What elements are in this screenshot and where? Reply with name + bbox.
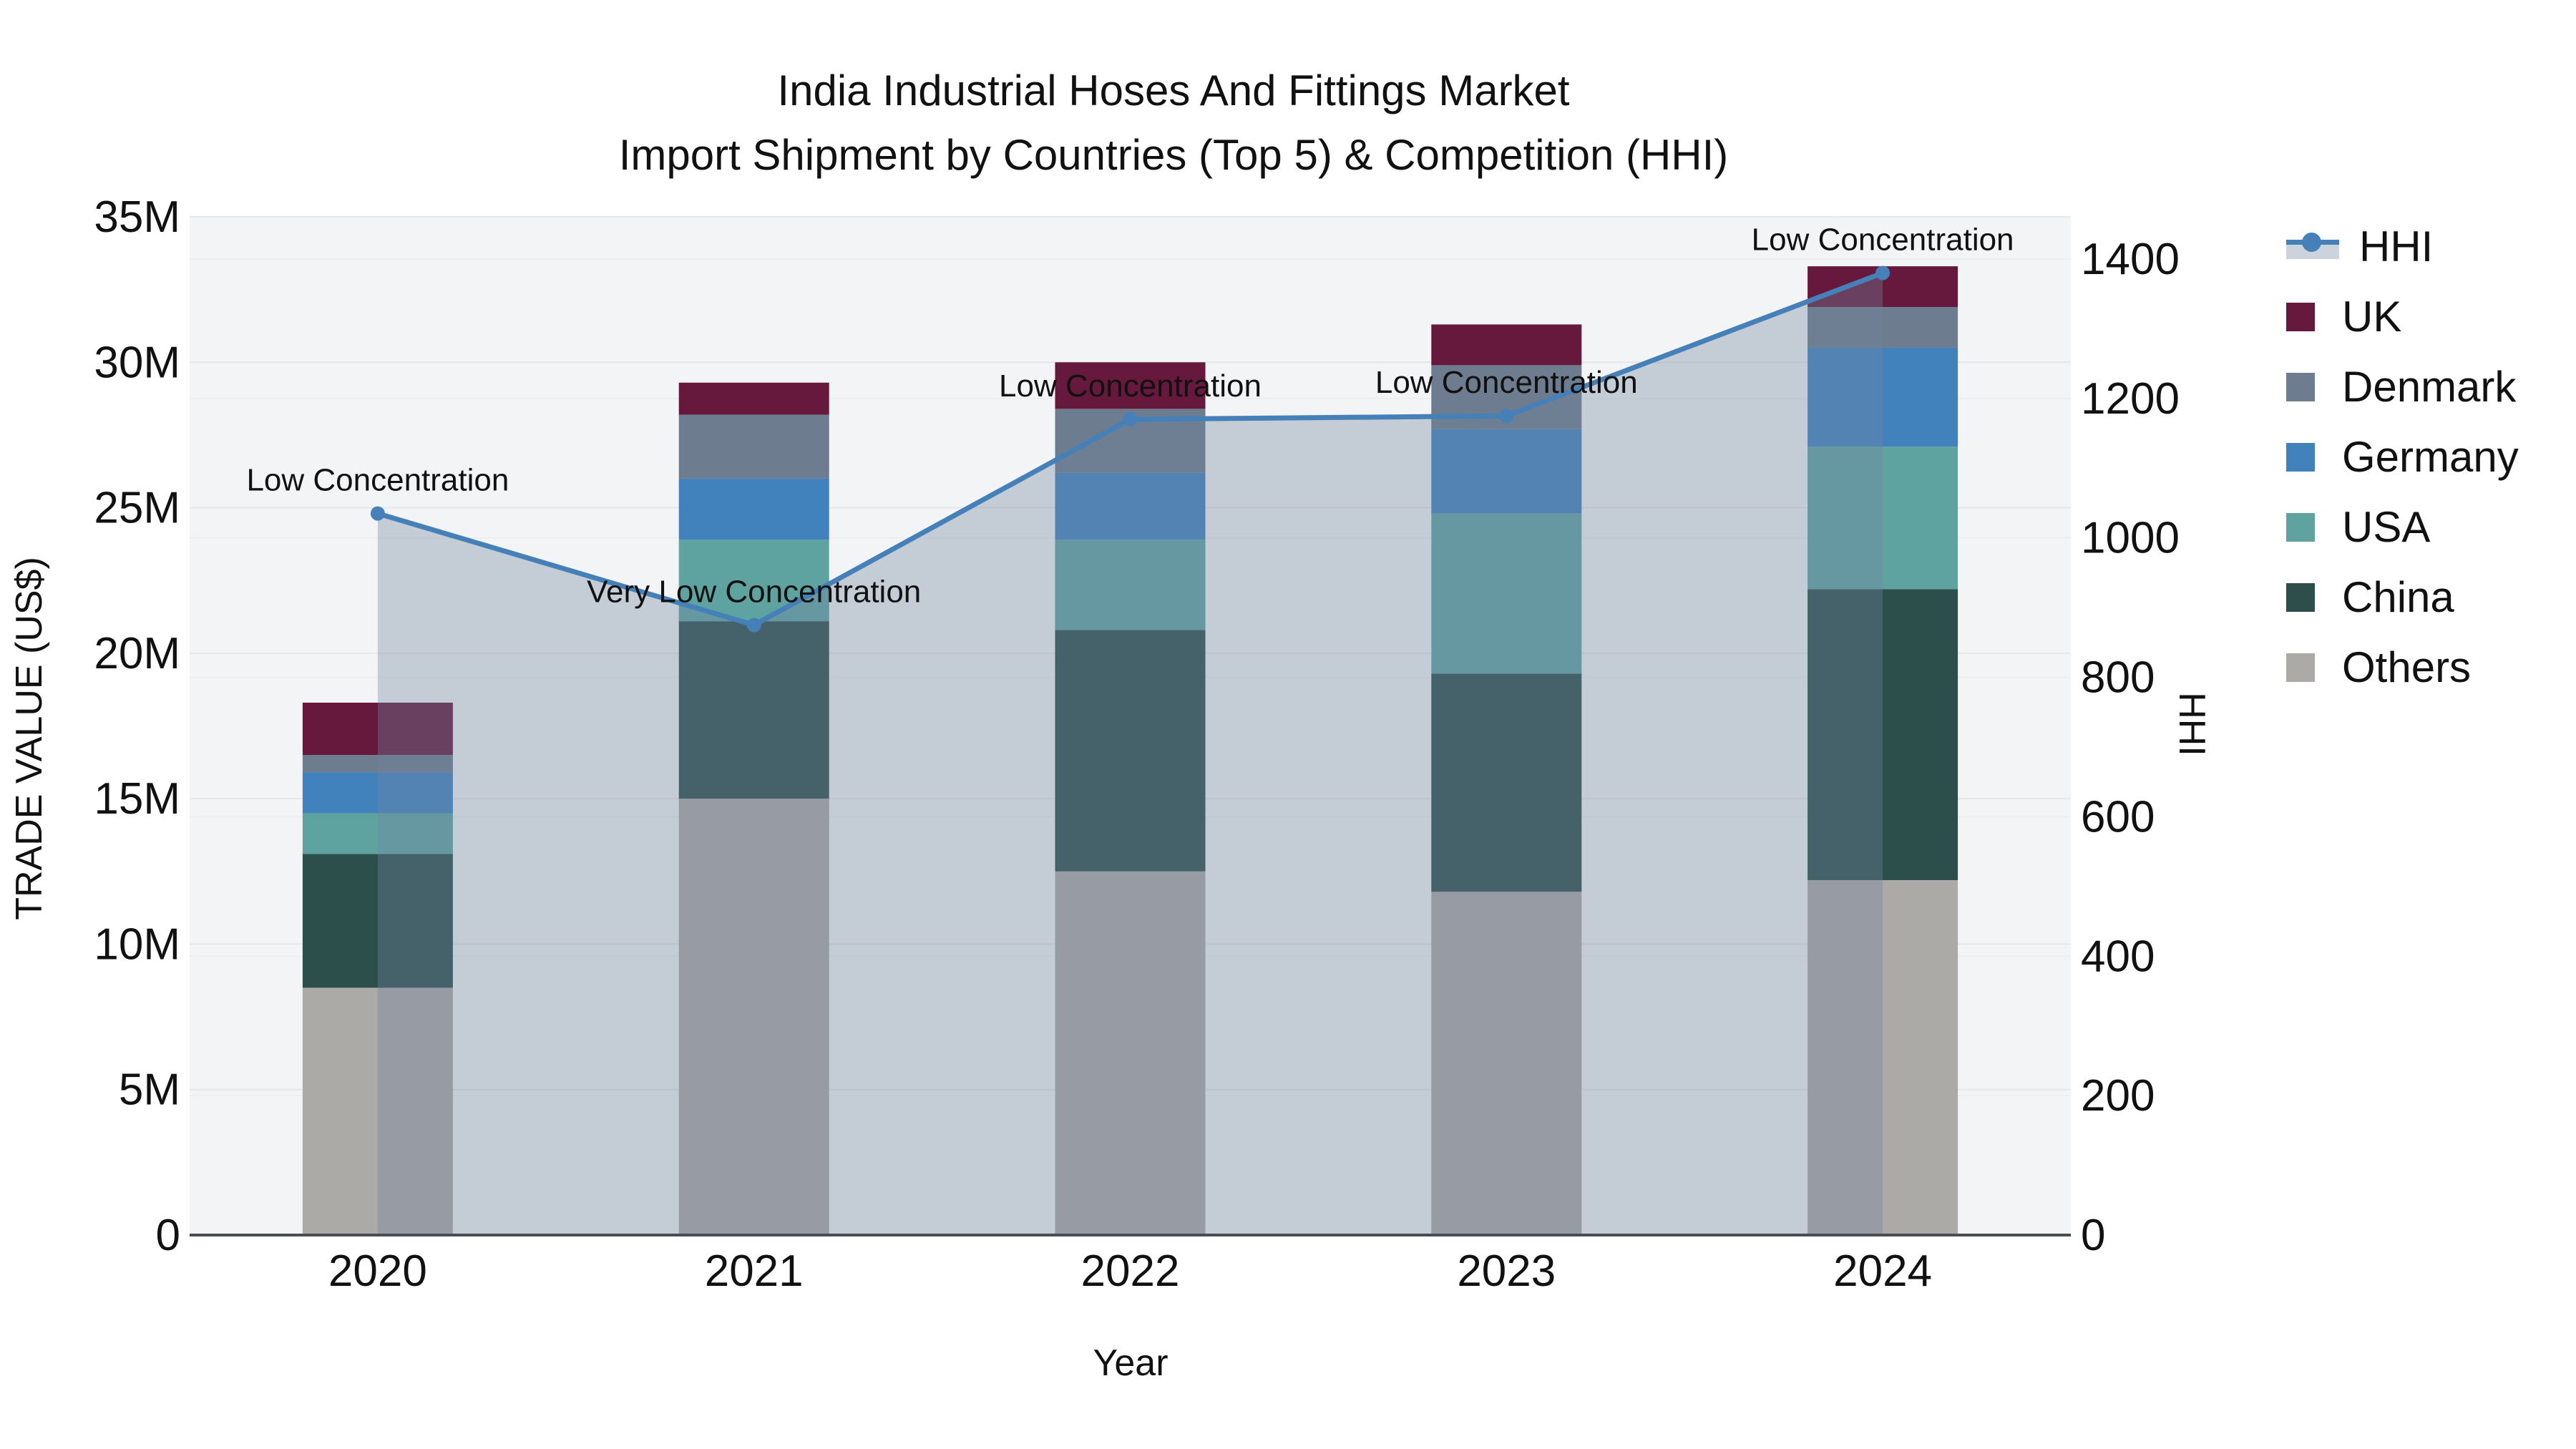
bar-segment-uk-2021[interactable]	[678, 382, 829, 415]
legend-item-usa[interactable]: USA	[2286, 492, 2519, 562]
legend-label-others: Others	[2342, 643, 2472, 691]
bar-segment-uk-2022[interactable]	[1055, 362, 1206, 409]
bar-segment-others-2022[interactable]	[1055, 871, 1206, 1235]
hhi-marker-2024[interactable]	[1875, 265, 1890, 280]
hhi-marker-2023[interactable]	[1499, 409, 1514, 424]
y-tick-label: 0	[156, 1211, 180, 1260]
legend-label-hhi: HHI	[2359, 223, 2434, 270]
bar-segment-usa-2024[interactable]	[1807, 447, 1958, 590]
annotation-2022: Low Concentration	[999, 369, 1262, 404]
legend-label-uk: UK	[2342, 293, 2402, 341]
bar-segment-denmark-2024[interactable]	[1807, 307, 1958, 348]
bar-segment-germany-2021[interactable]	[678, 478, 829, 540]
hhi-marker-2020[interactable]	[370, 506, 385, 521]
legend-label-germany: Germany	[2342, 433, 2519, 481]
bar-segment-others-2024[interactable]	[1807, 879, 1958, 1235]
legend: HHI UK Denmark Germany USA China Others	[2286, 212, 2519, 703]
y2-axis-title: HHI	[2171, 692, 2212, 756]
legend-item-others[interactable]: Others	[2286, 633, 2519, 703]
legend-swatch-germany	[2286, 443, 2315, 472]
bar-segment-china-2023[interactable]	[1431, 673, 1582, 892]
bar-segment-usa-2020[interactable]	[302, 813, 453, 854]
bar-segment-china-2020[interactable]	[302, 854, 453, 988]
bar-segment-denmark-2020[interactable]	[302, 755, 453, 773]
x-tick-label-2022: 2022	[1081, 1246, 1180, 1296]
annotation-2023: Low Concentration	[1375, 365, 1638, 400]
annotation-2021: Very Low Concentration	[587, 575, 921, 610]
legend-item-hhi[interactable]: HHI	[2286, 212, 2519, 282]
bar-segment-uk-2020[interactable]	[302, 702, 453, 756]
y-tick-label: 30M	[94, 338, 180, 387]
x-tick-label-2023: 2023	[1457, 1246, 1556, 1296]
y2-tick-label: 1200	[2081, 374, 2180, 424]
bar-segment-germany-2024[interactable]	[1807, 347, 1958, 447]
legend-item-uk[interactable]: UK	[2286, 282, 2519, 352]
legend-item-denmark[interactable]: Denmark	[2286, 352, 2519, 422]
legend-label-usa: USA	[2342, 503, 2431, 551]
bar-segment-usa-2023[interactable]	[1431, 513, 1582, 674]
x-axis-title: Year	[1093, 1342, 1168, 1384]
hhi-area	[377, 273, 1883, 1235]
legend-swatch-others	[2286, 653, 2315, 682]
x-tick-label-2020: 2020	[328, 1246, 427, 1296]
legend-label-denmark: Denmark	[2342, 363, 2517, 411]
bar-segment-others-2020[interactable]	[302, 987, 453, 1235]
bar-segment-china-2021[interactable]	[678, 621, 829, 799]
y2-tick-label: 400	[2081, 932, 2155, 981]
chart-title-line2: Import Shipment by Countries (Top 5) & C…	[619, 131, 1729, 179]
y-axis-title: TRADE VALUE (US$)	[9, 557, 50, 920]
bar-segment-usa-2022[interactable]	[1055, 540, 1206, 630]
y-tick-label: 5M	[119, 1065, 180, 1115]
y-tick-label: 35M	[94, 192, 180, 242]
x-tick-label-2024: 2024	[1833, 1246, 1932, 1296]
hhi-marker-2022[interactable]	[1123, 412, 1138, 427]
y2-tick-label: 1400	[2081, 235, 2180, 284]
legend-swatch-china	[2286, 583, 2315, 612]
legend-item-china[interactable]: China	[2286, 562, 2519, 633]
y-tick-label: 20M	[94, 629, 180, 678]
bar-segment-china-2024[interactable]	[1807, 589, 1958, 880]
y2-tick-label: 800	[2081, 653, 2155, 703]
bar-segment-denmark-2021[interactable]	[678, 414, 829, 479]
bar-segment-germany-2023[interactable]	[1431, 429, 1582, 514]
legend-swatch-denmark	[2286, 373, 2315, 401]
bar-segment-germany-2022[interactable]	[1055, 472, 1206, 540]
hhi-marker-2021[interactable]	[746, 618, 761, 633]
chart-title-line1: India Industrial Hoses And Fittings Mark…	[777, 67, 1570, 114]
bar-segment-china-2022[interactable]	[1055, 630, 1206, 872]
y-tick-label: 10M	[94, 919, 180, 969]
annotation-2024: Low Concentration	[1752, 222, 2014, 257]
legend-item-germany[interactable]: Germany	[2286, 422, 2519, 492]
bar-segment-others-2023[interactable]	[1431, 892, 1582, 1235]
bar-segment-germany-2020[interactable]	[302, 772, 453, 814]
y2-tick-label: 0	[2081, 1211, 2105, 1260]
y-tick-label: 25M	[94, 484, 180, 533]
hhi-line-icon	[2286, 230, 2339, 263]
bar-segment-others-2021[interactable]	[678, 799, 829, 1235]
legend-label-china: China	[2342, 573, 2454, 621]
x-tick-label-2021: 2021	[705, 1246, 804, 1296]
y2-tick-label: 600	[2081, 792, 2155, 841]
annotation-2020: Low Concentration	[246, 463, 509, 498]
legend-swatch-usa	[2286, 513, 2315, 542]
chart-layers: Low Concentration Very Low Concentration L…	[94, 192, 2180, 1296]
y2-tick-label: 200	[2081, 1071, 2155, 1121]
legend-swatch-uk	[2286, 303, 2315, 331]
bar-segment-uk-2023[interactable]	[1431, 324, 1582, 366]
y-tick-label: 15M	[94, 774, 180, 824]
y2-tick-label: 1000	[2081, 514, 2180, 563]
